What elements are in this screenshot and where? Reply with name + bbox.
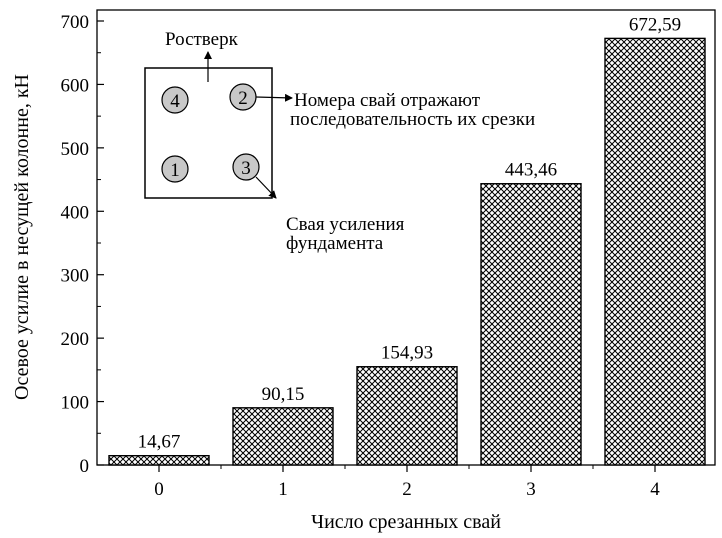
y-tick-label: 200 bbox=[61, 329, 90, 350]
bar bbox=[356, 366, 458, 466]
bar-series bbox=[108, 37, 706, 466]
pile-4-number: 4 bbox=[170, 91, 180, 112]
bar-value-label: 154,93 bbox=[381, 343, 433, 364]
bar-value-label: 443,46 bbox=[505, 160, 557, 181]
pile-3-number: 3 bbox=[241, 158, 251, 179]
pile-2-number: 2 bbox=[238, 88, 248, 109]
y-tick-label: 700 bbox=[61, 12, 90, 33]
bar-value-label: 90,15 bbox=[262, 384, 305, 405]
note-line-1: Номера свай отражают bbox=[294, 90, 481, 111]
bar bbox=[604, 37, 706, 466]
bar bbox=[108, 454, 210, 466]
pile-1 bbox=[161, 155, 189, 183]
y-tick-label: 500 bbox=[61, 139, 90, 160]
reinforcement-line-1: Свая усиления bbox=[286, 214, 405, 235]
note-arrow bbox=[255, 93, 293, 102]
y-axis-title: Осевое усилие в несущей колонне, кН bbox=[11, 74, 33, 400]
x-tick-label: 0 bbox=[154, 479, 164, 500]
note-line-2: последовательность их срезки bbox=[290, 109, 535, 130]
pile-4 bbox=[161, 86, 189, 114]
x-axis: 0 1 2 3 4 bbox=[154, 465, 660, 500]
pile-3 bbox=[232, 153, 260, 181]
bar-value-label: 672,59 bbox=[629, 14, 681, 35]
bar bbox=[480, 183, 582, 466]
pile-cap-label: Ростверк bbox=[165, 29, 239, 50]
y-tick-label: 100 bbox=[61, 393, 90, 414]
bar-value-label: 14,67 bbox=[138, 432, 181, 453]
reinforcement-line-2: фундамента bbox=[286, 233, 384, 254]
value-labels: 14,67 90,15 154,93 443,46 672,59 bbox=[138, 14, 682, 452]
inset-diagram: Ростверк 4 2 1 3 Номера свай отражают по… bbox=[144, 29, 535, 254]
reinforcement-arrow bbox=[255, 176, 277, 199]
x-tick-label: 3 bbox=[526, 479, 536, 500]
pile-1-number: 1 bbox=[170, 160, 180, 181]
x-tick-label: 4 bbox=[650, 479, 660, 500]
y-tick-label: 400 bbox=[61, 202, 90, 223]
x-tick-label: 1 bbox=[278, 479, 288, 500]
bar bbox=[232, 407, 334, 466]
y-tick-label: 0 bbox=[80, 456, 90, 477]
x-axis-title: Число срезанных свай bbox=[311, 511, 501, 533]
y-tick-label: 600 bbox=[61, 75, 90, 96]
x-tick-label: 2 bbox=[402, 479, 412, 500]
y-tick-label: 300 bbox=[61, 266, 90, 287]
y-axis: 0 100 200 300 400 500 600 700 bbox=[61, 12, 104, 477]
